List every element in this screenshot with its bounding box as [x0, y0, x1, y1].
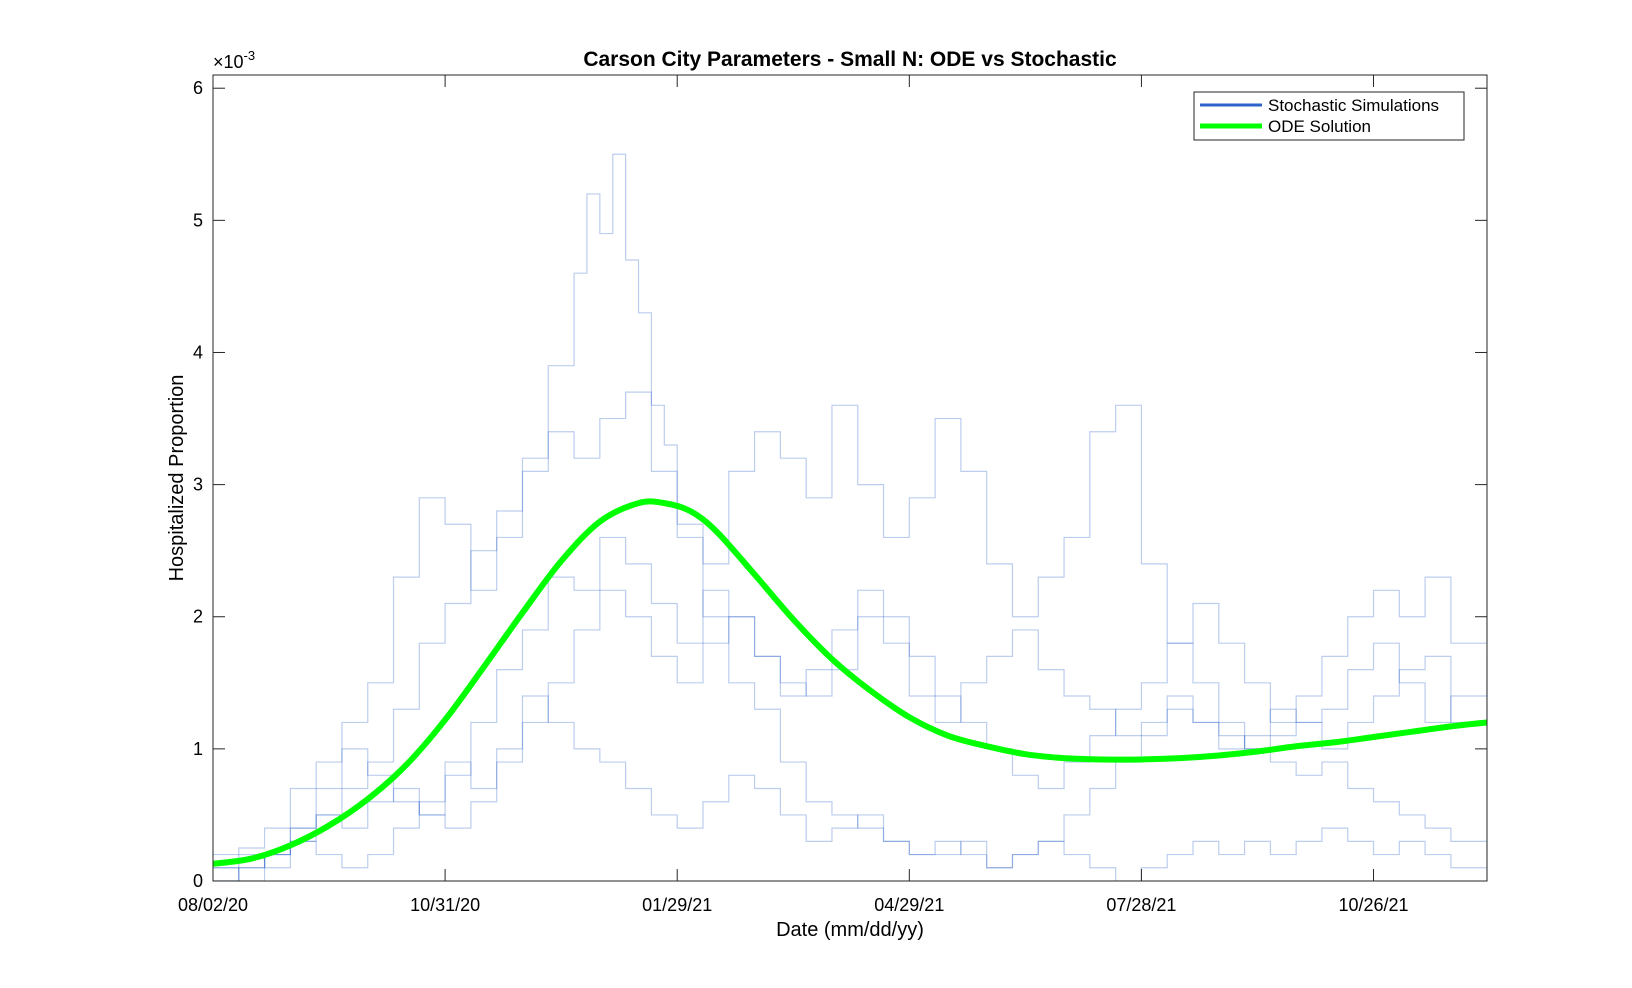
stochastic-run-line — [213, 655, 1487, 881]
ode-solution-layer — [213, 498, 1487, 867]
stochastic-run-line — [213, 153, 1487, 881]
x-tick-label: 07/28/21 — [1106, 895, 1176, 915]
x-tick-label: 10/26/21 — [1338, 895, 1408, 915]
legend-label-ode: ODE Solution — [1268, 117, 1371, 136]
ode-solution-line — [213, 498, 1487, 867]
y-axis-ticks: 0 1 2 3 4 5 6 — [193, 78, 1487, 891]
y-tick-label: 0 — [193, 871, 203, 891]
y-tick-label: 5 — [193, 210, 203, 230]
stochastic-run-line — [213, 536, 1487, 869]
x-tick-label: 10/31/20 — [410, 895, 480, 915]
y-axis-multiplier: ×10-3 — [213, 48, 255, 72]
y-tick-label: 3 — [193, 475, 203, 495]
stochastic-run-line — [213, 391, 1487, 881]
y-tick-label: 4 — [193, 342, 203, 362]
axes-frame — [212, 74, 1488, 882]
stochastic-simulations-layer — [213, 153, 1487, 881]
y-tick-label: 2 — [193, 607, 203, 627]
legend-label-stochastic: Stochastic Simulations — [1268, 96, 1439, 115]
x-tick-label: 08/02/20 — [178, 895, 248, 915]
legend-box — [1193, 91, 1465, 141]
x-tick-label: 04/29/21 — [874, 895, 944, 915]
chart-title: Carson City Parameters - Small N: ODE vs… — [583, 48, 1117, 71]
plot-area — [213, 75, 1487, 881]
y-axis-label: Hospitalized Proportion — [166, 375, 188, 582]
x-tick-label: 01/29/21 — [642, 895, 712, 915]
legend: Stochastic Simulations ODE Solution — [1193, 91, 1465, 141]
x-axis-label: Date (mm/dd/yy) — [776, 919, 924, 941]
y-tick-label: 1 — [193, 739, 203, 759]
x-axis-ticks: 08/02/20 10/31/20 01/29/21 04/29/21 07/28/21… — [178, 75, 1409, 915]
y-tick-label: 6 — [193, 78, 203, 98]
stochastic-run-line — [213, 576, 1487, 881]
